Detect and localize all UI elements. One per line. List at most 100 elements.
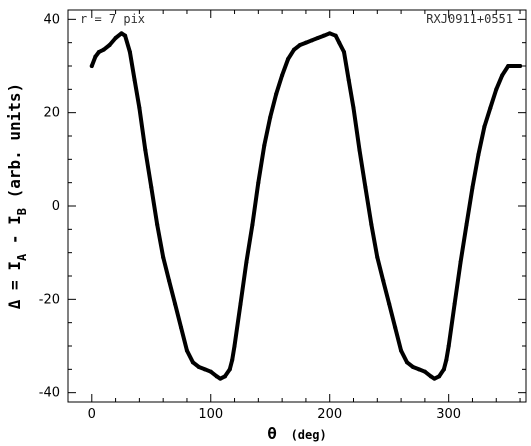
data-point	[405, 360, 410, 365]
data-point	[93, 54, 98, 59]
data-point	[494, 87, 499, 92]
data-point	[500, 73, 505, 78]
x-axis-title: θ (deg)	[267, 424, 326, 443]
data-point	[512, 64, 517, 68]
data-point	[244, 260, 249, 264]
data-point	[444, 358, 449, 362]
x-axis-symbol: θ	[267, 424, 277, 443]
data-point	[369, 222, 374, 227]
y-axis-sub-b: B	[15, 208, 29, 215]
data-point	[143, 148, 148, 152]
data-point	[184, 348, 189, 353]
data-point	[428, 374, 433, 379]
data-point	[458, 260, 463, 264]
y-axis-prefix: Δ = I	[5, 261, 24, 309]
y-tick-label: 0	[52, 199, 60, 214]
series-line	[89, 31, 523, 381]
data-point	[375, 255, 380, 260]
data-point	[315, 36, 320, 40]
data-point	[149, 185, 154, 190]
data-point	[437, 374, 442, 379]
data-point	[232, 344, 237, 348]
y-axis-sub-a: A	[15, 253, 29, 261]
y-tick-label: -40	[39, 386, 60, 401]
data-point	[337, 40, 342, 45]
data-point	[381, 278, 386, 283]
data-point	[327, 31, 332, 36]
x-tick-label: 200	[317, 407, 342, 422]
y-axis-mid: - I	[5, 215, 24, 254]
data-point	[256, 180, 261, 185]
data-point	[452, 302, 457, 306]
data-point	[363, 185, 368, 190]
data-point	[441, 367, 446, 372]
data-point	[393, 325, 398, 330]
data-point	[399, 348, 404, 353]
data-point	[346, 78, 351, 82]
data-point	[482, 124, 487, 129]
y-axis-suffix: (arb. units)	[5, 83, 24, 208]
data-point	[250, 222, 255, 227]
data-point	[227, 367, 232, 372]
data-point	[238, 302, 243, 306]
x-axis-unit: (deg)	[291, 428, 327, 442]
data-point	[416, 367, 421, 372]
data-point	[173, 302, 178, 306]
data-point	[488, 106, 493, 110]
plot-frame	[67, 9, 527, 403]
data-point	[341, 50, 346, 54]
x-tick-label: 100	[198, 407, 223, 422]
data-point	[208, 369, 213, 374]
data-point	[432, 376, 437, 381]
annotation-aperture: r = 7 pix	[80, 12, 145, 26]
data-point	[167, 278, 172, 283]
data-point	[422, 369, 427, 374]
data-point	[309, 38, 314, 43]
data-point	[351, 106, 356, 110]
data-point	[518, 64, 523, 68]
data-point	[464, 222, 469, 227]
data-point	[357, 148, 362, 152]
data-point	[297, 43, 302, 47]
y-tick-label: 20	[43, 106, 60, 121]
data-point	[107, 43, 112, 47]
x-tick-label: 300	[436, 407, 461, 422]
y-tick-label: 40	[43, 12, 60, 27]
data-point	[470, 185, 475, 190]
data-point	[214, 374, 219, 379]
data-point	[446, 344, 451, 348]
data-point	[268, 115, 273, 120]
data-point	[333, 33, 338, 38]
data-point	[223, 374, 228, 379]
data-point	[179, 325, 184, 330]
data-point	[476, 152, 481, 157]
data-point	[387, 302, 392, 306]
data-point	[286, 57, 291, 61]
data-point	[155, 222, 160, 227]
data-point	[132, 78, 137, 82]
data-point	[303, 40, 308, 45]
data-point	[196, 365, 201, 369]
y-axis-title: Δ = IA - IB (arb. units)	[5, 83, 29, 309]
data-point	[202, 367, 207, 372]
data-point	[280, 73, 285, 78]
data-point	[161, 255, 166, 260]
data-point	[101, 47, 106, 52]
y-tick-label: -20	[39, 292, 60, 307]
data-point	[262, 143, 267, 148]
x-tick-label: 0	[88, 407, 96, 422]
data-point	[96, 50, 101, 54]
data-point	[113, 36, 118, 40]
data-point	[230, 358, 235, 362]
data-point	[292, 47, 297, 52]
data-point	[321, 33, 326, 38]
data-point	[137, 106, 142, 110]
data-point	[506, 64, 511, 68]
data-point	[274, 92, 279, 96]
annotation-object-name: RXJ0911+0551	[426, 12, 513, 26]
data-point	[410, 365, 415, 369]
data-point	[127, 50, 132, 54]
data-point	[89, 64, 94, 68]
data-point	[218, 376, 223, 381]
